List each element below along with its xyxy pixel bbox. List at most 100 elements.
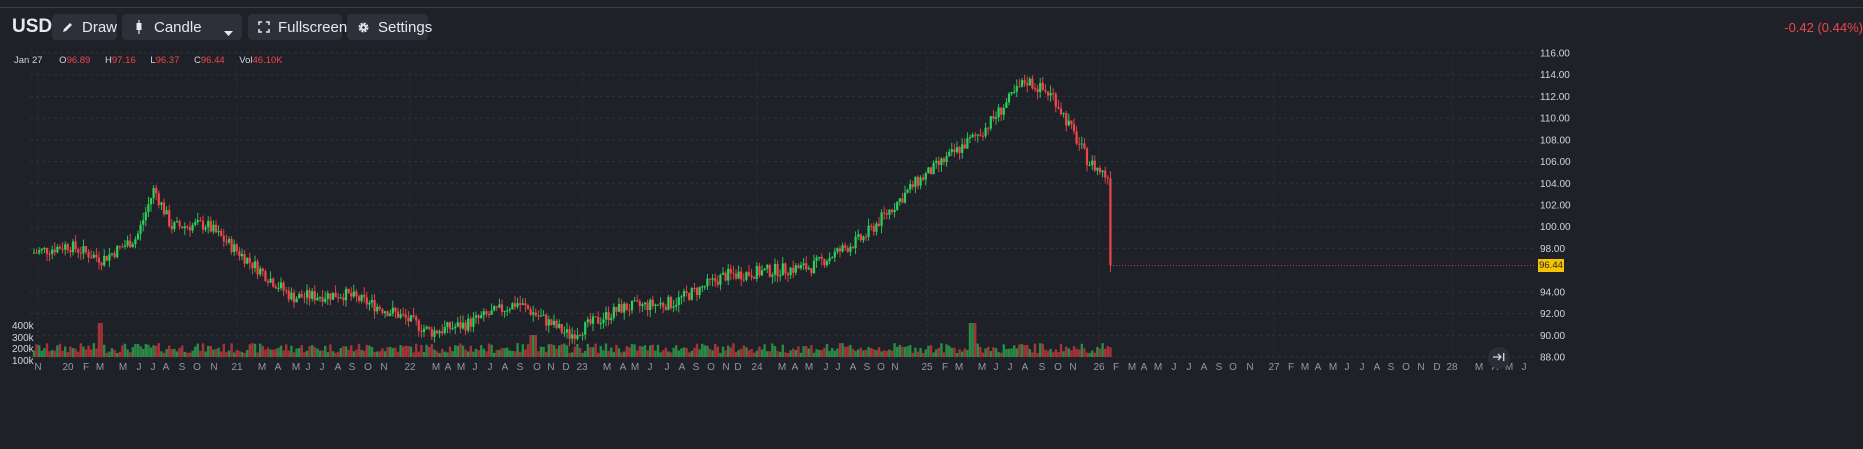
volume-bar xyxy=(877,347,881,357)
candle-body xyxy=(1101,170,1104,173)
settings-button[interactable]: Settings xyxy=(347,14,432,40)
chart-type-dropdown[interactable]: Candle xyxy=(122,14,242,40)
volume-bar xyxy=(391,347,394,357)
candle-body xyxy=(368,302,371,305)
volume-bar xyxy=(56,345,59,357)
top-border xyxy=(0,7,1863,8)
candle-body xyxy=(662,302,665,307)
volume-bar xyxy=(321,350,324,357)
volume-bar xyxy=(799,352,803,357)
volume-bar xyxy=(846,346,849,357)
candle-body xyxy=(623,303,626,313)
candle-body xyxy=(95,254,98,258)
candle-body xyxy=(880,212,883,226)
volume-bar xyxy=(805,346,808,357)
volume-bar xyxy=(589,347,592,357)
volume-bar xyxy=(519,351,522,357)
volume-bar xyxy=(459,343,462,357)
x-tick-label: N xyxy=(1069,362,1076,373)
volume-bar xyxy=(740,348,743,357)
volume-bar xyxy=(888,349,891,357)
volume-bar xyxy=(669,352,673,357)
volume-bar xyxy=(433,349,436,357)
fullscreen-button[interactable]: Fullscreen xyxy=(248,14,347,40)
candle-body xyxy=(290,292,293,300)
volume-bar xyxy=(547,344,550,357)
candle-body xyxy=(1104,170,1107,178)
draw-button[interactable]: Draw xyxy=(52,14,117,40)
volume-bar xyxy=(695,343,699,357)
x-tick-label: J xyxy=(665,362,670,373)
candle-body xyxy=(1080,143,1083,145)
candle-body xyxy=(474,315,478,318)
volume-bar xyxy=(810,345,813,357)
candle-body xyxy=(64,244,67,250)
volume-bar xyxy=(1078,349,1081,357)
volume-bar xyxy=(755,350,758,357)
x-tick-label: A xyxy=(1022,362,1029,373)
volume-bar xyxy=(1072,346,1076,357)
volume-bar xyxy=(560,344,563,357)
candle-body xyxy=(537,315,540,317)
candle-body xyxy=(79,252,82,254)
x-tick-label: S xyxy=(179,362,186,373)
volume-bar xyxy=(118,351,121,357)
candle-body xyxy=(415,316,418,321)
volume-bar xyxy=(238,350,241,357)
candle-body xyxy=(776,263,779,277)
volume-bar xyxy=(204,351,207,357)
volume-bar xyxy=(797,346,800,357)
candle-body xyxy=(1057,106,1060,109)
volume-bar xyxy=(833,350,836,357)
scroll-to-latest-button[interactable] xyxy=(1488,347,1510,369)
candle-body xyxy=(854,236,857,249)
volume-bar xyxy=(758,346,761,357)
volume-bar xyxy=(376,351,379,357)
expand-icon xyxy=(258,20,270,34)
volume-bar xyxy=(555,348,558,357)
candle-body xyxy=(1023,80,1026,84)
volume-bar xyxy=(599,346,602,357)
volume-bar xyxy=(51,350,54,357)
legend-date: Jan 27 xyxy=(14,55,43,66)
candle-body xyxy=(389,313,392,316)
volume-bar xyxy=(617,348,621,357)
volume-bar xyxy=(35,344,38,357)
candle-body xyxy=(196,220,199,223)
volume-bar xyxy=(1088,352,1091,357)
y-tick-label: 114.00 xyxy=(1540,70,1570,81)
candle-body xyxy=(810,268,813,274)
candle-body xyxy=(955,147,959,153)
candle-body xyxy=(355,291,358,297)
candle-body xyxy=(412,315,415,317)
volume-bar xyxy=(927,345,930,357)
candle-body xyxy=(942,158,946,163)
candle-body xyxy=(805,263,808,270)
candle-body xyxy=(877,223,881,226)
candle-body xyxy=(929,167,933,175)
y-tick-label: 116.00 xyxy=(1540,49,1570,60)
candle-body xyxy=(669,297,673,308)
candle-body xyxy=(446,322,449,327)
volume-bar xyxy=(607,350,610,357)
candle-body xyxy=(1020,80,1024,87)
x-tick-label: D xyxy=(734,362,741,373)
candle-body xyxy=(1065,113,1068,126)
candle-body xyxy=(285,290,288,292)
candle-body xyxy=(487,314,491,316)
candle-body xyxy=(404,314,407,318)
candle-body xyxy=(927,167,930,174)
volume-bar xyxy=(955,352,959,357)
volume-bar xyxy=(870,348,873,357)
volume-bar xyxy=(399,345,402,357)
candle-body xyxy=(506,310,509,312)
candle-body xyxy=(534,312,537,316)
volume-bar xyxy=(144,343,147,357)
volume-bar xyxy=(285,344,288,357)
volume-bar xyxy=(636,350,639,357)
volume-bar xyxy=(708,348,712,357)
candle-body xyxy=(909,184,912,190)
candle-body xyxy=(846,247,849,252)
candle-body xyxy=(61,248,64,250)
